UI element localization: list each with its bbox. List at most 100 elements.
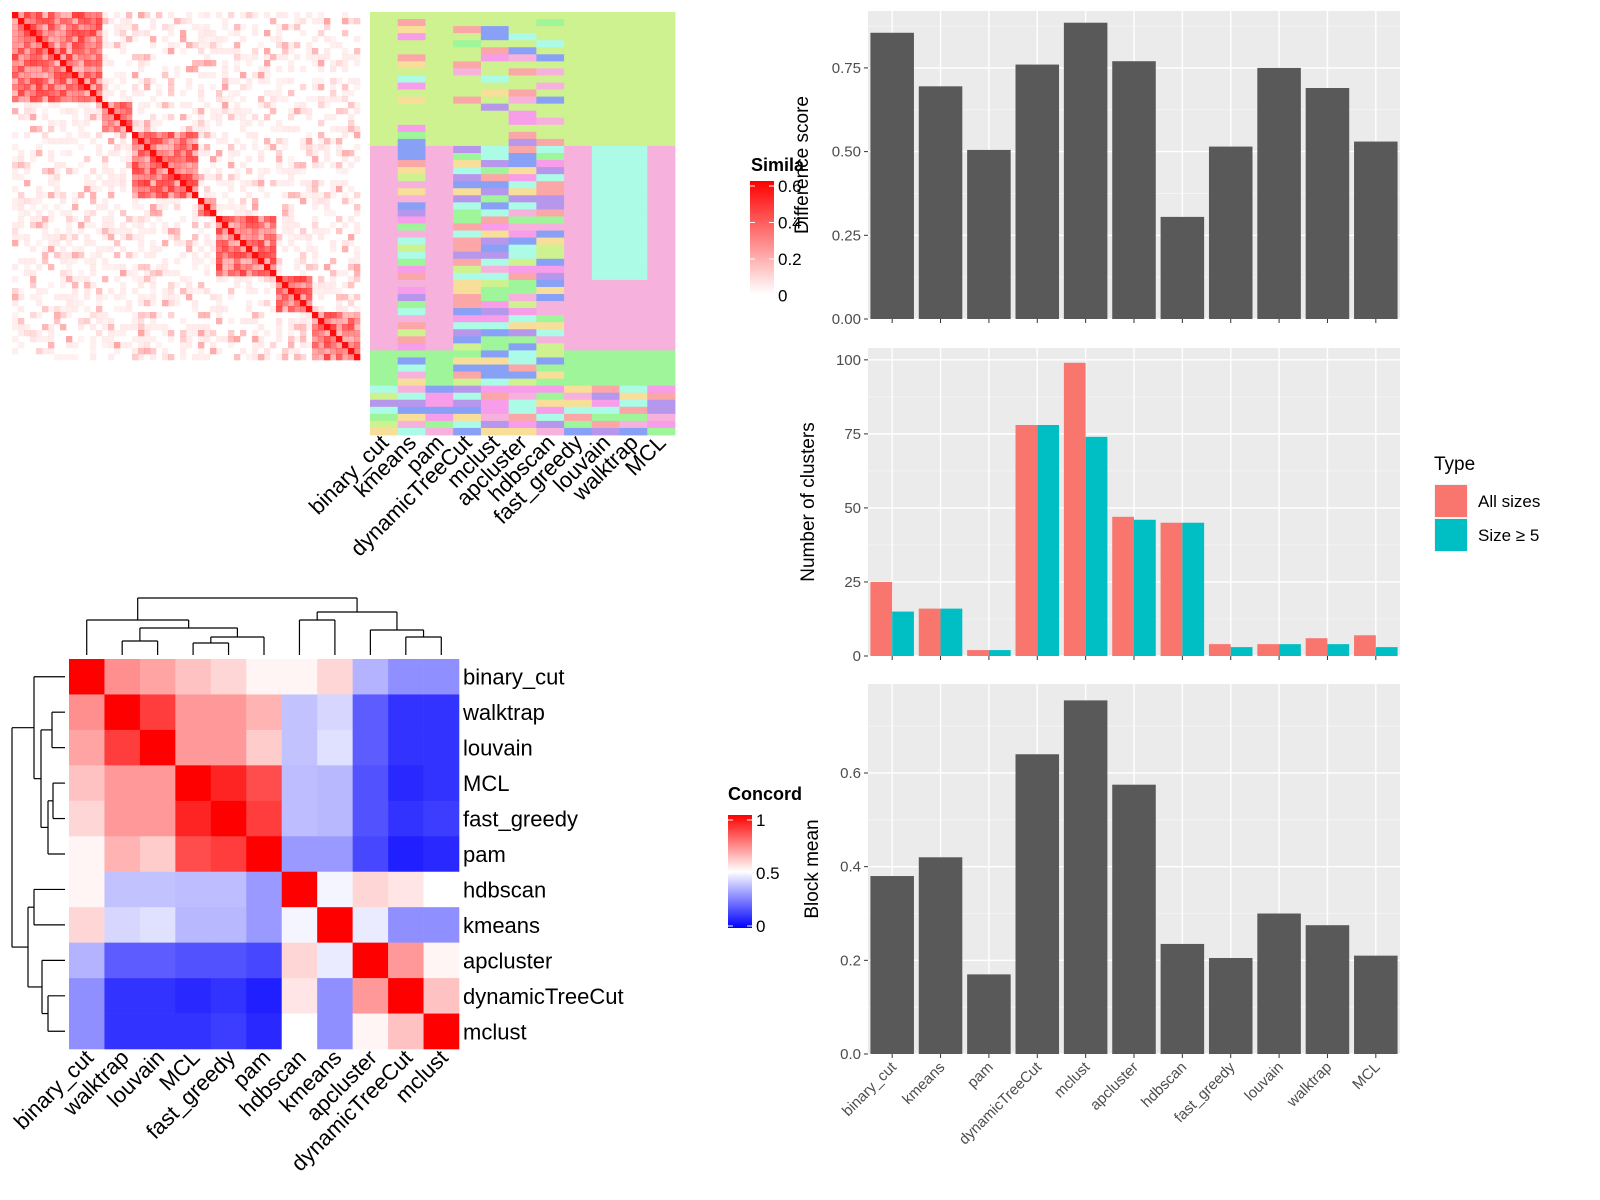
similarity-cell xyxy=(138,336,145,343)
similarity-cell xyxy=(234,138,241,145)
cluster-cell xyxy=(370,96,399,105)
y-tick-label: 0.00 xyxy=(832,311,861,328)
similarity-cell xyxy=(216,156,223,163)
cluster-cell xyxy=(536,40,565,48)
similarity-cell xyxy=(78,336,85,343)
similarity-cell xyxy=(84,180,91,187)
cluster-cell xyxy=(370,223,399,231)
similarity-cell xyxy=(72,72,79,79)
similarity-cell xyxy=(192,234,199,241)
similarity-cell xyxy=(60,60,67,67)
similarity-cell xyxy=(60,24,67,31)
similarity-cell xyxy=(348,234,355,241)
similarity-cell xyxy=(42,60,49,67)
similarity-cell xyxy=(348,336,355,343)
similarity-cell xyxy=(48,66,55,73)
similarity-cell xyxy=(174,294,181,301)
similarity-cell xyxy=(84,102,91,109)
concordance-column-labels: binary_cutwalktraplouvainMCLfast_greedyp… xyxy=(9,1045,453,1176)
similarity-cell xyxy=(54,168,61,175)
similarity-cell xyxy=(354,210,361,217)
similarity-cell xyxy=(282,306,289,313)
similarity-cell xyxy=(54,306,61,313)
similarity-cell xyxy=(336,288,343,295)
similarity-cell xyxy=(276,276,283,283)
similarity-cell xyxy=(264,144,271,151)
concordance-cell xyxy=(352,729,389,766)
similarity-cell xyxy=(354,276,361,283)
cluster-cell xyxy=(508,110,537,119)
similarity-cell xyxy=(234,204,241,211)
concordance-cell xyxy=(210,942,247,979)
similarity-cell xyxy=(84,234,91,241)
similarity-cell xyxy=(264,228,271,235)
similarity-cell xyxy=(132,324,139,331)
cluster-cell xyxy=(397,68,426,76)
cluster-cell xyxy=(397,75,426,83)
similarity-cell xyxy=(216,138,223,145)
similarity-cell xyxy=(102,246,109,253)
cluster-cell xyxy=(619,371,648,379)
similarity-cell xyxy=(78,222,85,229)
similarity-cell xyxy=(204,174,211,181)
cluster-cell xyxy=(619,145,648,154)
similarity-cell xyxy=(138,126,145,133)
cluster-cell xyxy=(453,12,482,20)
similarity-cell xyxy=(66,108,73,115)
similarity-cell xyxy=(126,150,133,157)
cluster-cell xyxy=(564,40,593,48)
similarity-cell xyxy=(330,270,337,277)
similarity-cell xyxy=(210,84,217,91)
cluster-cell xyxy=(591,357,620,365)
similarity-cell xyxy=(312,228,319,235)
similarity-cell xyxy=(210,156,217,163)
similarity-cell xyxy=(246,240,253,247)
cluster-cell xyxy=(536,357,565,365)
similarity-cell xyxy=(258,216,265,223)
similarity-cell xyxy=(168,282,175,289)
concordance-cell xyxy=(210,978,247,1014)
concordance-cell xyxy=(246,729,283,766)
similarity-cell xyxy=(30,276,37,283)
concordance-cell xyxy=(352,1013,389,1050)
similarity-cell xyxy=(36,150,43,157)
similarity-cell xyxy=(342,12,349,19)
similarity-cell xyxy=(222,270,229,277)
similarity-cell xyxy=(264,234,271,241)
similarity-cell xyxy=(36,222,43,229)
cluster-cell xyxy=(425,237,454,246)
similarity-cell xyxy=(204,72,211,79)
similarity-cell xyxy=(282,276,289,283)
similarity-cell xyxy=(354,252,361,259)
cluster-cell xyxy=(564,181,593,189)
similarity-cell xyxy=(12,186,19,193)
similarity-cell xyxy=(210,216,217,223)
similarity-cell xyxy=(228,144,235,151)
similarity-cell xyxy=(348,294,355,301)
cluster-cell xyxy=(591,202,620,210)
similarity-cell xyxy=(210,258,217,265)
similarity-cell xyxy=(186,282,193,289)
similarity-cell xyxy=(216,96,223,103)
cluster-cell xyxy=(370,237,399,246)
similarity-cell xyxy=(312,180,319,187)
cluster-cell xyxy=(536,237,565,246)
cluster-cell xyxy=(425,216,454,224)
cluster-cell xyxy=(480,209,510,217)
similarity-cell xyxy=(318,162,325,169)
similarity-cell xyxy=(48,336,55,343)
cluster-cell xyxy=(647,19,676,27)
cluster-cell xyxy=(591,117,620,126)
similarity-cell xyxy=(138,120,145,127)
similarity-cell xyxy=(90,72,97,79)
similarity-cell xyxy=(30,18,37,25)
similarity-cell xyxy=(270,258,277,265)
cluster-cell xyxy=(564,301,593,309)
bar xyxy=(1354,955,1398,1054)
similarity-cell xyxy=(186,336,193,343)
cluster-cell xyxy=(425,82,454,90)
similarity-cell xyxy=(90,78,97,85)
similarity-cell xyxy=(270,342,277,349)
similarity-cell xyxy=(186,168,193,175)
cluster-cell xyxy=(453,110,482,119)
